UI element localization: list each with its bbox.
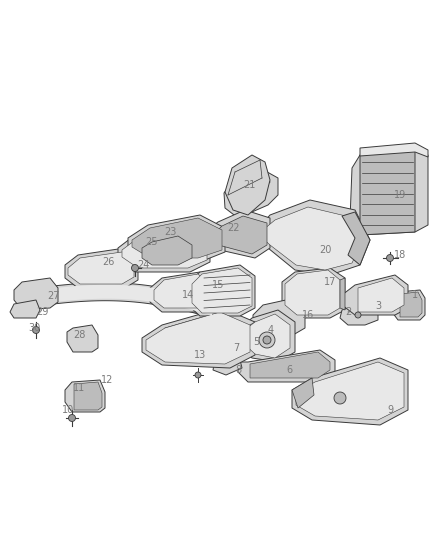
Polygon shape <box>238 350 335 382</box>
Polygon shape <box>65 248 138 288</box>
Polygon shape <box>232 173 270 202</box>
Polygon shape <box>282 268 345 318</box>
Text: 16: 16 <box>302 310 314 320</box>
Polygon shape <box>225 155 270 215</box>
Text: 5: 5 <box>253 337 259 347</box>
Text: 1: 1 <box>412 290 418 300</box>
Text: 12: 12 <box>101 375 113 385</box>
Text: 25: 25 <box>146 237 158 247</box>
Polygon shape <box>74 382 102 410</box>
Polygon shape <box>242 314 290 358</box>
Text: 29: 29 <box>36 307 48 317</box>
Polygon shape <box>285 270 340 315</box>
Polygon shape <box>22 282 210 318</box>
Text: 27: 27 <box>48 291 60 301</box>
Polygon shape <box>142 308 255 368</box>
Polygon shape <box>65 380 105 412</box>
Polygon shape <box>208 210 270 258</box>
Text: 28: 28 <box>73 330 85 340</box>
Polygon shape <box>146 312 250 364</box>
Circle shape <box>263 336 271 344</box>
Text: 21: 21 <box>243 180 255 190</box>
Text: 23: 23 <box>164 227 176 237</box>
Text: 11: 11 <box>73 383 85 393</box>
Polygon shape <box>292 358 408 425</box>
Text: 14: 14 <box>182 290 194 300</box>
Polygon shape <box>253 298 305 335</box>
Polygon shape <box>118 225 210 272</box>
Text: 8: 8 <box>235 365 241 375</box>
Polygon shape <box>154 274 208 308</box>
Polygon shape <box>296 362 404 420</box>
Polygon shape <box>188 265 255 316</box>
Text: 9: 9 <box>387 405 393 415</box>
Circle shape <box>68 415 75 422</box>
Circle shape <box>259 332 275 348</box>
Polygon shape <box>24 285 212 316</box>
Polygon shape <box>213 352 242 375</box>
Text: 20: 20 <box>319 245 331 255</box>
Polygon shape <box>235 322 255 345</box>
Text: 18: 18 <box>394 250 406 260</box>
Text: 7: 7 <box>233 343 239 353</box>
Polygon shape <box>258 207 362 270</box>
Text: 4: 4 <box>268 325 274 335</box>
Polygon shape <box>212 216 267 254</box>
Polygon shape <box>14 278 58 310</box>
Text: 22: 22 <box>227 223 239 233</box>
Polygon shape <box>122 228 207 268</box>
Text: 30: 30 <box>28 323 40 333</box>
Polygon shape <box>292 378 314 408</box>
Text: 15: 15 <box>212 280 224 290</box>
Circle shape <box>195 372 201 378</box>
Polygon shape <box>68 252 134 284</box>
Polygon shape <box>128 215 225 262</box>
Polygon shape <box>10 300 40 318</box>
Polygon shape <box>67 325 98 352</box>
Polygon shape <box>360 143 428 157</box>
Polygon shape <box>342 212 370 265</box>
Polygon shape <box>400 292 422 317</box>
Polygon shape <box>358 278 404 312</box>
Circle shape <box>386 254 393 262</box>
Polygon shape <box>360 150 415 235</box>
Circle shape <box>32 327 39 334</box>
Polygon shape <box>350 150 428 235</box>
Text: 13: 13 <box>194 350 206 360</box>
Polygon shape <box>340 278 345 310</box>
Polygon shape <box>192 268 252 313</box>
Polygon shape <box>132 218 222 258</box>
Polygon shape <box>238 310 295 362</box>
Circle shape <box>131 264 138 271</box>
Circle shape <box>334 392 346 404</box>
Polygon shape <box>342 275 408 315</box>
Text: 26: 26 <box>102 257 114 267</box>
Text: 2: 2 <box>345 307 351 317</box>
Circle shape <box>355 312 361 318</box>
Polygon shape <box>212 332 242 362</box>
Polygon shape <box>255 200 370 275</box>
Polygon shape <box>340 302 378 325</box>
Polygon shape <box>20 284 38 312</box>
Polygon shape <box>150 272 212 312</box>
Text: 19: 19 <box>394 190 406 200</box>
Text: 17: 17 <box>324 277 336 287</box>
Text: 6: 6 <box>286 365 292 375</box>
Text: 24: 24 <box>137 260 149 270</box>
Text: 3: 3 <box>375 301 381 311</box>
Polygon shape <box>250 352 330 378</box>
Polygon shape <box>142 236 192 265</box>
Text: 10: 10 <box>62 405 74 415</box>
Polygon shape <box>224 168 278 218</box>
Polygon shape <box>392 290 425 320</box>
